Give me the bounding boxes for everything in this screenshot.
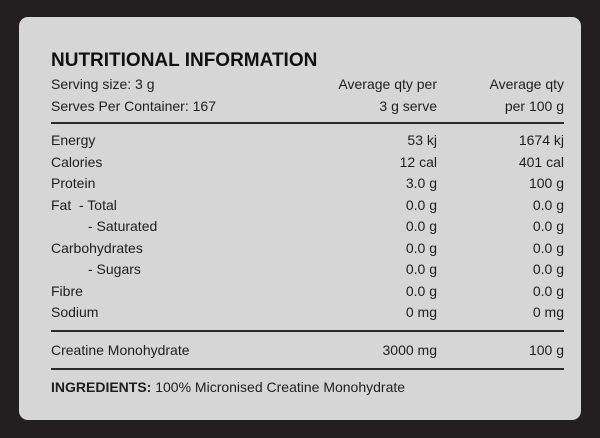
- ingredients-line: INGREDIENTS: 100% Micronised Creatine Mo…: [51, 377, 564, 397]
- nutrient-label: - Saturated: [88, 218, 158, 234]
- per-100g-value: 0.0 g: [532, 261, 564, 277]
- per-100g-value: 100 g: [528, 175, 564, 191]
- col1-header-line2: 3 g serve: [379, 97, 437, 114]
- nutrient-row-fat-total: Fat - Total 0.0 g 0.0 g: [51, 195, 564, 217]
- nutrient-label: Carbohydrates: [51, 239, 143, 256]
- per-100g-value: 401 cal: [518, 153, 564, 170]
- divider: [51, 122, 564, 124]
- per-serve-value: 3.0 g: [405, 175, 437, 191]
- col2-header-line1: Average qty: [489, 76, 564, 92]
- panel-title: NUTRITIONAL INFORMATION: [51, 50, 318, 71]
- per-serve-value: 53 kj: [407, 132, 437, 148]
- per-100g-value: 0.0 g: [532, 239, 564, 256]
- nutrient-row-sugars: - Sugars 0.0 g 0.0 g: [51, 259, 564, 281]
- nutrient-label: - Sugars: [88, 261, 141, 277]
- active-per-serve: 3000 mg: [382, 341, 437, 358]
- nutrition-panel: NUTRITIONAL INFORMATION Serving size: 3 …: [19, 17, 581, 420]
- nutrient-row-protein: Protein 3.0 g 100 g: [51, 173, 564, 195]
- per-100g-value: 0 mg: [532, 304, 564, 320]
- per-100g-value: 0.0 g: [532, 196, 564, 213]
- per-100g-value: 0.0 g: [532, 218, 564, 234]
- active-label: Creatine Monohydrate: [51, 341, 190, 358]
- per-100g-value: 1674 kj: [518, 132, 564, 148]
- nutrient-label: Protein: [51, 175, 96, 191]
- per-serve-value: 0.0 g: [405, 282, 437, 299]
- active-ingredient-row: Creatine Monohydrate 3000 mg 100 g: [51, 340, 564, 362]
- header-row-2: Serves Per Container: 167 3 g serve per …: [51, 96, 564, 118]
- serves-per-container: Serves Per Container: 167: [51, 97, 216, 114]
- nutrient-row-fibre: Fibre 0.0 g 0.0 g: [51, 281, 564, 303]
- per-serve-value: 12 cal: [399, 153, 437, 170]
- active-per-100g: 100 g: [528, 341, 564, 358]
- nutrient-row-carbohydrates: Carbohydrates 0.0 g 0.0 g: [51, 238, 564, 260]
- per-serve-value: 0.0 g: [405, 239, 437, 256]
- col1-header-line1: Average qty per: [338, 76, 437, 92]
- ingredients-label: INGREDIENTS:: [51, 379, 152, 395]
- divider: [51, 329, 564, 332]
- ingredients-text: 100% Micronised Creatine Monohydrate: [151, 379, 406, 395]
- header-row-1: Serving size: 3 g Average qty per Averag…: [51, 74, 564, 96]
- nutrient-row-energy: Energy 53 kj 1674 kj: [51, 130, 564, 152]
- nutrient-label: Fibre: [51, 282, 83, 299]
- nutrient-row-saturated: - Saturated 0.0 g 0.0 g: [51, 216, 564, 238]
- per-serve-value: 0.0 g: [405, 261, 437, 277]
- nutrient-label: Sodium: [51, 304, 99, 320]
- col2-header-line2: per 100 g: [504, 97, 564, 114]
- nutrient-table: Energy 53 kj 1674 kj Calories 12 cal 401…: [51, 130, 564, 324]
- nutrition-content: NUTRITIONAL INFORMATION Serving size: 3 …: [51, 50, 564, 397]
- per-100g-value: 0.0 g: [532, 282, 564, 299]
- serving-size: Serving size: 3 g: [51, 76, 155, 92]
- nutrient-label: Calories: [51, 153, 103, 170]
- nutrient-row-sodium: Sodium 0 mg 0 mg: [51, 302, 564, 324]
- nutrient-label: Energy: [51, 132, 96, 148]
- per-serve-value: 0.0 g: [405, 196, 437, 213]
- divider: [51, 368, 564, 370]
- per-serve-value: 0.0 g: [405, 218, 437, 234]
- per-serve-value: 0 mg: [405, 304, 437, 320]
- nutrient-label: Fat - Total: [51, 196, 117, 213]
- nutrient-row-calories: Calories 12 cal 401 cal: [51, 152, 564, 174]
